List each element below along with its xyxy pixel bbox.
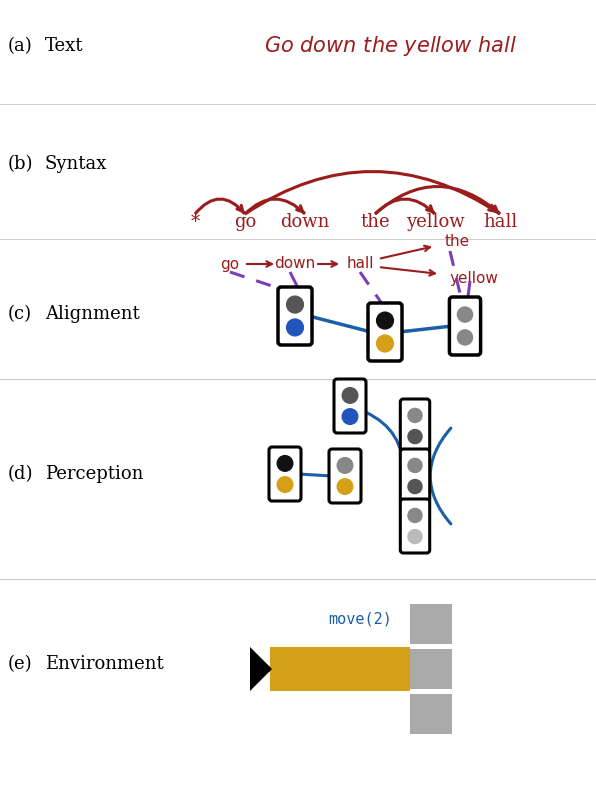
Circle shape	[337, 479, 353, 495]
Bar	[410, 604, 452, 644]
Text: (e): (e)	[8, 655, 33, 673]
Text: (d): (d)	[8, 465, 33, 483]
Text: yellow: yellow	[406, 213, 464, 231]
Circle shape	[287, 319, 303, 336]
Circle shape	[287, 296, 303, 313]
Circle shape	[277, 456, 293, 472]
Text: hall: hall	[346, 256, 374, 272]
FancyBboxPatch shape	[278, 287, 312, 345]
Circle shape	[342, 387, 358, 403]
FancyBboxPatch shape	[329, 449, 361, 503]
Text: (c): (c)	[8, 305, 32, 323]
Text: hall: hall	[483, 213, 517, 231]
Text: (a): (a)	[8, 37, 33, 55]
Circle shape	[408, 458, 422, 472]
FancyBboxPatch shape	[269, 447, 301, 501]
Text: (b): (b)	[8, 155, 33, 173]
FancyBboxPatch shape	[368, 303, 402, 361]
Text: Alignment: Alignment	[45, 305, 139, 323]
Circle shape	[408, 508, 422, 522]
FancyBboxPatch shape	[449, 297, 480, 355]
Polygon shape	[250, 647, 272, 691]
Text: Text: Text	[45, 37, 83, 55]
Circle shape	[408, 480, 422, 494]
Circle shape	[277, 476, 293, 492]
Text: down: down	[274, 256, 316, 272]
Text: *: *	[191, 213, 200, 231]
Circle shape	[408, 530, 422, 544]
Text: Perception: Perception	[45, 465, 144, 483]
Text: Environment: Environment	[45, 655, 164, 673]
Text: move(2): move(2)	[328, 611, 392, 626]
Bar	[410, 649, 452, 689]
Bar	[410, 694, 452, 734]
Circle shape	[337, 457, 353, 473]
Text: the: the	[445, 233, 470, 249]
FancyBboxPatch shape	[401, 499, 430, 553]
Circle shape	[458, 307, 473, 322]
Circle shape	[458, 330, 473, 345]
Text: $\it{Go\ down\ the\ yellow\ hall}$: $\it{Go\ down\ the\ yellow\ hall}$	[263, 34, 516, 58]
Circle shape	[408, 408, 422, 422]
Circle shape	[342, 409, 358, 424]
FancyBboxPatch shape	[401, 399, 430, 453]
Text: down: down	[280, 213, 330, 231]
FancyBboxPatch shape	[401, 449, 430, 503]
Bar	[270, 647, 410, 691]
Circle shape	[377, 335, 393, 352]
Text: go: go	[221, 256, 240, 272]
Circle shape	[408, 430, 422, 444]
Text: go: go	[234, 213, 256, 231]
Text: Syntax: Syntax	[45, 155, 107, 173]
Text: the: the	[360, 213, 390, 231]
FancyBboxPatch shape	[334, 379, 366, 433]
Circle shape	[377, 312, 393, 329]
Text: yellow: yellow	[450, 272, 499, 287]
